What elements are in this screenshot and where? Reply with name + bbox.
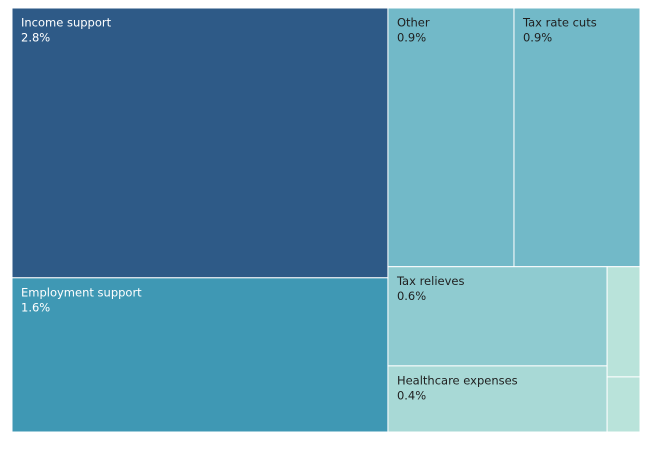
treemap-cell <box>387 266 608 367</box>
cell-label: Employment support <box>21 285 142 299</box>
cell-label: Tax rate cuts <box>522 16 597 30</box>
treemap-cell <box>387 7 515 268</box>
cell-label: Other <box>397 16 430 30</box>
treemap-cell <box>11 7 389 279</box>
treemap-cell <box>387 365 608 433</box>
cell-value-label: 1.6% <box>21 300 50 314</box>
treemap-cell <box>606 266 641 378</box>
cell-value-label: 2.8% <box>21 31 50 45</box>
cell-value-label: 0.6% <box>397 289 426 303</box>
cell-value-label: 0.4% <box>397 388 426 402</box>
cell-label: Income support <box>21 16 112 30</box>
treemap-cell <box>11 277 389 433</box>
cell-label: Tax relieves <box>396 274 465 288</box>
cell-label: Healthcare expenses <box>397 373 518 387</box>
cell-value-label: 0.9% <box>523 31 552 45</box>
treemap-cell <box>513 7 641 268</box>
cell-value-label: 0.9% <box>397 31 426 45</box>
treemap-cell <box>606 376 641 433</box>
